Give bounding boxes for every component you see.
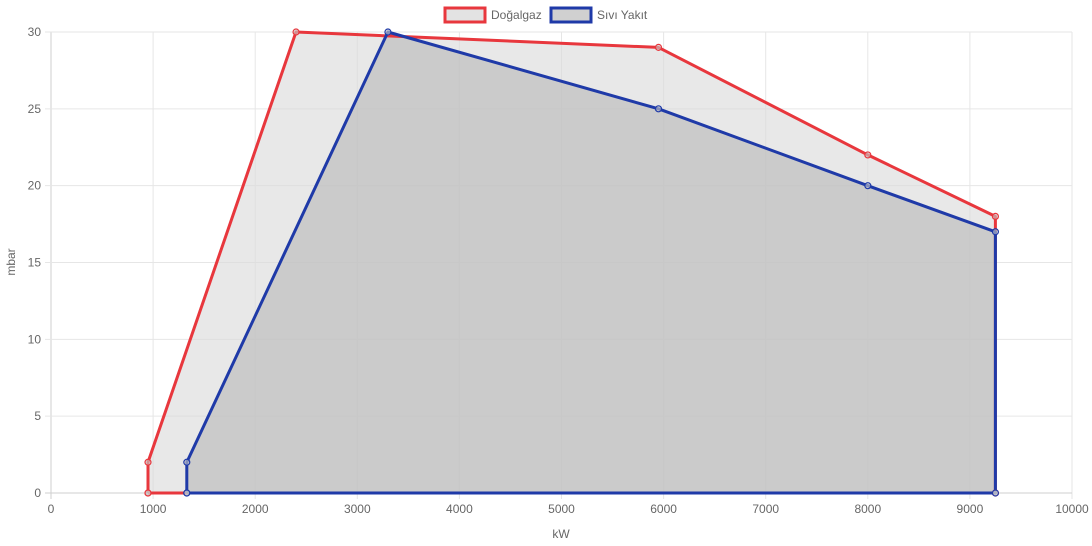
x-axis-title: kW — [552, 527, 570, 541]
point-dog-algaz[interactable] — [991, 212, 1000, 220]
y-axis-ticks: 0 5 10 15 20 25 30 — [28, 25, 42, 500]
y-tick-label: 10 — [28, 332, 42, 346]
y-tick-label: 25 — [28, 102, 42, 116]
point-s-v-yak-t[interactable] — [864, 182, 872, 190]
series-areas — [148, 32, 996, 493]
line-s-v-yak-t — [185, 30, 997, 495]
x-tick-label: 6000 — [650, 502, 677, 516]
point-dog-algaz[interactable] — [144, 489, 152, 497]
x-tick-label: 3000 — [344, 502, 371, 516]
x-tick-label: 0 — [48, 502, 55, 516]
legend: Doğalgaz Sıvı Yakıt — [443, 6, 648, 24]
series-points — [144, 28, 1000, 497]
point-dog-algaz[interactable] — [864, 151, 872, 159]
legend-swatch-dogalgaz — [443, 6, 487, 24]
point-s-v-yak-t[interactable] — [183, 489, 191, 497]
point-s-v-yak-t[interactable] — [183, 458, 191, 466]
x-tick-label: 5000 — [548, 502, 575, 516]
x-axis-ticks: 0 1000 2000 3000 4000 5000 6000 7000 8000 9000 100… — [48, 502, 1089, 516]
x-tick-label: 4000 — [446, 502, 473, 516]
point-dog-algaz[interactable] — [144, 458, 152, 466]
point-s-v-yak-t[interactable] — [654, 105, 663, 113]
y-tick-label: 15 — [28, 256, 42, 270]
point-dog-algaz[interactable] — [654, 43, 663, 51]
y-tick-label: 0 — [34, 486, 41, 500]
legend-item-dogalgaz[interactable]: Doğalgaz — [443, 6, 542, 24]
legend-swatch-sivi-yakit — [549, 6, 593, 24]
x-tick-label: 1000 — [140, 502, 167, 516]
point-s-v-yak-t[interactable] — [991, 228, 1000, 236]
x-tick-label: 9000 — [957, 502, 984, 516]
x-tick-label: 7000 — [752, 502, 779, 516]
y-tick-label: 20 — [28, 179, 42, 193]
x-tick-label: 8000 — [854, 502, 881, 516]
y-tick-label: 30 — [28, 25, 42, 39]
legend-label-dogalgaz: Doğalgaz — [491, 8, 542, 22]
y-axis-title: mbar — [4, 248, 18, 275]
point-dog-algaz[interactable] — [292, 28, 300, 36]
point-s-v-yak-t[interactable] — [991, 489, 1000, 497]
legend-item-sivi-yakit[interactable]: Sıvı Yakıt — [549, 6, 648, 24]
area-s-v-yak-t — [186, 32, 996, 493]
series-lines — [146, 30, 997, 495]
legend-label-sivi-yakit: Sıvı Yakıt — [597, 8, 648, 22]
y-tick-label: 5 — [34, 409, 41, 423]
x-tick-label: 10000 — [1055, 502, 1089, 516]
x-tick-label: 2000 — [242, 502, 269, 516]
point-s-v-yak-t[interactable] — [384, 28, 392, 36]
